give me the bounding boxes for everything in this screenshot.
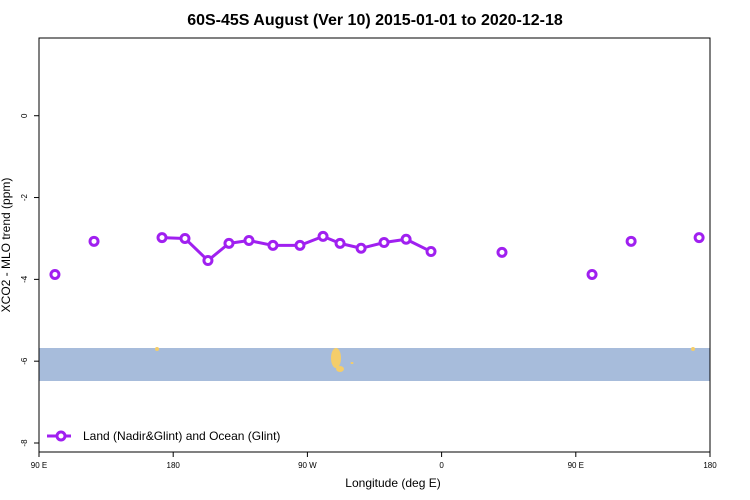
y-tick-label: -8 <box>20 439 29 447</box>
y-tick-label: -4 <box>20 275 29 283</box>
land-patch <box>331 348 341 368</box>
data-point <box>425 246 437 258</box>
x-tick-label: 180 <box>167 461 181 470</box>
x-tick-label: 90 E <box>31 461 47 470</box>
data-point <box>267 239 279 251</box>
plot-frame <box>38 37 711 453</box>
x-axis-title: Longitude (deg E) <box>345 476 440 490</box>
data-point <box>294 239 306 251</box>
data-point <box>378 237 390 249</box>
x-tick-label: 0 <box>439 461 444 470</box>
y-tick-label: -6 <box>20 357 29 365</box>
data-point <box>179 232 191 244</box>
land-patch <box>336 366 344 372</box>
land-patch <box>350 362 354 364</box>
data-point <box>400 233 412 245</box>
x-tick-label: 180 <box>703 461 717 470</box>
data-point <box>317 230 329 242</box>
data-point <box>355 242 367 254</box>
map-strip <box>39 347 710 381</box>
data-point <box>49 268 61 280</box>
data-point <box>586 268 598 280</box>
data-point <box>223 237 235 249</box>
data-point <box>243 235 255 246</box>
data-point <box>693 232 705 244</box>
data-point <box>156 232 168 244</box>
chart-title: 60S-45S August (Ver 10) 2015-01-01 to 20… <box>187 12 563 29</box>
y-tick-label: -2 <box>20 193 29 201</box>
land-patch <box>691 347 695 351</box>
x-tick-label: 90 E <box>568 461 584 470</box>
y-tick-label: 0 <box>20 113 29 118</box>
land-band <box>39 348 710 381</box>
legend: Land (Nadir&Glint) and Ocean (Glint) <box>47 429 280 443</box>
legend-marker <box>55 430 67 442</box>
data-point <box>202 255 214 267</box>
y-axis-title: XCO2 - MLO trend (ppm) <box>0 178 13 313</box>
data-point <box>625 235 637 247</box>
data-point <box>496 246 508 258</box>
data-point <box>334 237 346 249</box>
legend-label: Land (Nadir&Glint) and Ocean (Glint) <box>83 429 280 443</box>
x-tick-label: 90 W <box>298 461 317 470</box>
data-point <box>88 235 100 247</box>
land-patch <box>155 347 159 351</box>
